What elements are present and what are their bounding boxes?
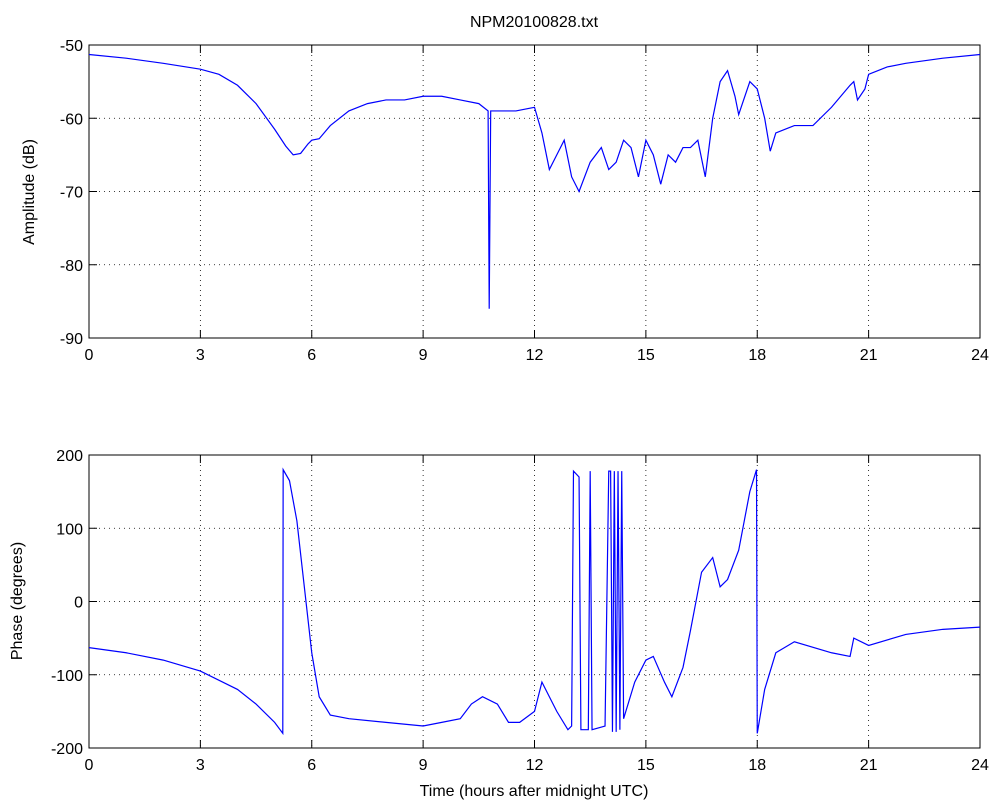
x-tick-label: 18 bbox=[748, 347, 766, 364]
y-tick-label: -100 bbox=[51, 668, 83, 685]
y-tick-label: 0 bbox=[74, 595, 83, 612]
y-tick-label: 100 bbox=[56, 521, 83, 538]
x-tick-label: 12 bbox=[526, 757, 544, 774]
x-tick-label: 21 bbox=[860, 347, 878, 364]
x-tick-label: 18 bbox=[748, 757, 766, 774]
chart-title: NPM20100828.txt bbox=[470, 14, 599, 31]
x-tick-label: 6 bbox=[307, 347, 316, 364]
x-axis-label: Time (hours after midnight UTC) bbox=[420, 783, 649, 800]
x-tick-label: 24 bbox=[971, 347, 989, 364]
data-line bbox=[88, 467, 981, 736]
y-axis-label: Phase (degrees) bbox=[9, 542, 26, 660]
x-tick-label: 9 bbox=[419, 347, 428, 364]
plot-frame bbox=[88, 44, 981, 339]
y-tick-label: -60 bbox=[60, 111, 83, 128]
x-tick-label: 0 bbox=[85, 347, 94, 364]
y-tick-label: -50 bbox=[60, 38, 83, 55]
y-axis-label: Amplitude (dB) bbox=[21, 139, 38, 245]
x-tick-label: 6 bbox=[307, 757, 316, 774]
x-tick-label: 3 bbox=[196, 347, 205, 364]
x-tick-label: 24 bbox=[971, 757, 989, 774]
y-tick-label: -200 bbox=[51, 741, 83, 758]
data-line bbox=[88, 53, 981, 309]
y-tick-label: -80 bbox=[60, 258, 83, 275]
x-tick-label: 0 bbox=[85, 757, 94, 774]
x-tick-label: 9 bbox=[419, 757, 428, 774]
x-tick-label: 15 bbox=[637, 757, 655, 774]
y-tick-label: -70 bbox=[60, 185, 83, 202]
y-tick-label: -90 bbox=[60, 331, 83, 348]
x-tick-label: 12 bbox=[526, 347, 544, 364]
plot-frame bbox=[88, 454, 981, 749]
x-tick-label: 15 bbox=[637, 347, 655, 364]
y-tick-label: 200 bbox=[56, 448, 83, 465]
x-tick-label: 3 bbox=[196, 757, 205, 774]
x-tick-label: 21 bbox=[860, 757, 878, 774]
